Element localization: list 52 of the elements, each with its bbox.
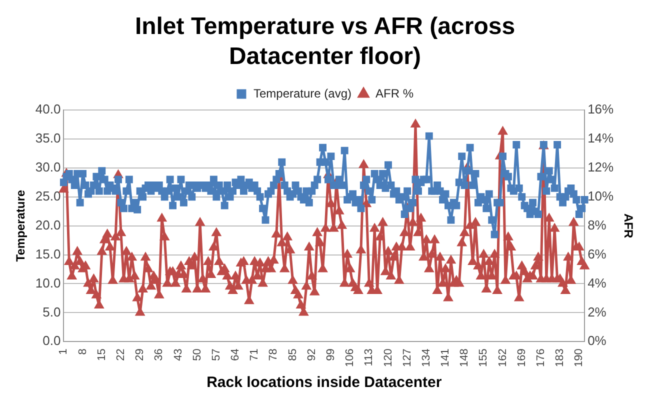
y2-tick-label: 4% <box>588 275 607 290</box>
y-tick-label: 40.0 <box>35 102 61 117</box>
x-tick-label: 85 <box>286 348 299 361</box>
y-tick-label: 20.0 <box>35 217 61 232</box>
x-tick-label: 64 <box>230 348 242 361</box>
x-tick-label: 141 <box>440 348 452 368</box>
x-tick-label: 1 <box>58 348 70 355</box>
x-tick-label: 43 <box>172 348 184 361</box>
x-tick-label: 15 <box>96 348 108 361</box>
y-axis-title: Temperature <box>14 190 28 262</box>
x-tick-label: 78 <box>268 348 280 361</box>
y-tick-label: 30.0 <box>35 159 61 174</box>
y-tick-label: 35.0 <box>35 130 61 146</box>
y2-tick-label: 2% <box>588 304 607 320</box>
y-tick-label: 0.0 <box>42 333 61 348</box>
y2-tick-label: 6% <box>588 246 607 262</box>
x-tick-label: 134 <box>420 348 432 368</box>
y2-tick-label: 0% <box>588 333 607 348</box>
y2-tick-label: 12% <box>588 159 614 174</box>
x-tick-label: 22 <box>115 348 127 361</box>
x-tick-label: 155 <box>478 348 490 368</box>
y2-tick-label: 14% <box>588 130 614 146</box>
y-tick-label: 5.0 <box>42 304 61 320</box>
legend-label: Temperature (avg) <box>253 86 352 100</box>
x-tick-label: 57 <box>210 348 222 361</box>
x-tick-label: 106 <box>344 348 356 368</box>
x-tick-label: 99 <box>324 348 337 361</box>
x-tick-label: 8 <box>76 348 89 355</box>
x-tick-label: 113 <box>363 348 376 366</box>
chart-title: Inlet Temperature vs AFR (across Datacenter floor) <box>134 12 516 72</box>
x-tick-label: 50 <box>191 348 204 361</box>
y-tick-label: 10.0 <box>35 275 61 290</box>
x-tick-label: 176 <box>534 348 547 368</box>
x-tick-label: 190 <box>573 348 586 368</box>
x-tick-label: 183 <box>554 348 566 368</box>
x-tick-label: 127 <box>401 348 414 368</box>
y2-tick-label: 8% <box>588 217 607 232</box>
y-tick-label: 15.0 <box>35 246 61 262</box>
x-tick-label: 71 <box>248 348 261 361</box>
y2-tick-label: 16% <box>588 102 614 117</box>
x-tick-label: 162 <box>496 348 509 368</box>
y2-tick-label: 10% <box>588 188 614 204</box>
legend-label: AFR % <box>376 86 414 100</box>
y2-axis-title: AFR <box>621 213 636 238</box>
x-tick-label: 120 <box>382 348 394 368</box>
x-tick-label: 36 <box>153 348 166 361</box>
x-tick-label: 92 <box>306 348 318 361</box>
x-tick-label: 29 <box>134 348 146 361</box>
x-tick-label: 169 <box>516 348 528 368</box>
x-axis-title: Rack locations inside Datacenter <box>206 374 442 392</box>
x-tick-label: 148 <box>458 348 471 368</box>
y-tick-label: 25.0 <box>35 188 61 204</box>
